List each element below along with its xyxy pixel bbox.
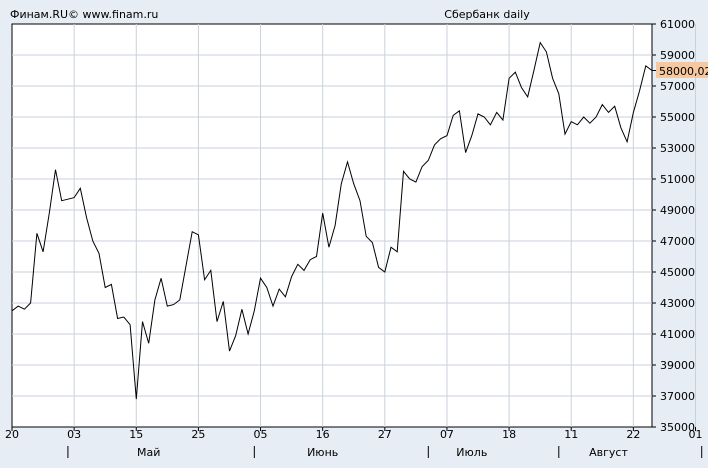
- last-price-label: 58000,02: [659, 65, 708, 78]
- y-tick-label: 39000: [660, 359, 695, 372]
- x-tick-label: 07: [440, 428, 454, 441]
- y-tick-label: 55000: [660, 111, 695, 124]
- y-tick-label: 49000: [660, 204, 695, 217]
- x-tick-label: 18: [502, 428, 516, 441]
- y-axis: 35000 37000 39000 41000 43000 45000 47000 49000…: [652, 18, 695, 434]
- gridlines: [12, 24, 696, 427]
- x-tick-label: 20: [5, 428, 19, 441]
- y-tick-label: 43000: [660, 297, 695, 310]
- month-label: Август: [589, 446, 628, 459]
- y-tick-label: 37000: [660, 390, 695, 403]
- last-price-tag-box: [656, 62, 708, 78]
- series-line: [11, 41, 653, 400]
- x-tick-label: 25: [191, 428, 205, 441]
- x-axis: 2003152505162707181122011222: [5, 427, 702, 441]
- month-label: Июнь: [307, 446, 338, 459]
- month-axis: МайИюньИюльАвгустСентябрь: [67, 446, 703, 459]
- x-tick-label: 05: [254, 428, 268, 441]
- y-tick-label: 35000: [660, 421, 695, 434]
- source-label: Финам.RU© www.finam.ru: [10, 8, 158, 21]
- y-tick-label: 59000: [660, 49, 695, 62]
- x-tick-label: 11: [564, 428, 578, 441]
- x-tick-label: 01: [688, 428, 702, 441]
- y-tick-label: 57000: [660, 80, 695, 93]
- y-tick-label: 53000: [660, 142, 695, 155]
- x-tick-label: 22: [626, 428, 640, 441]
- x-tick-label: 03: [67, 428, 81, 441]
- last-price-tag: 58000,02: [652, 62, 708, 78]
- month-label: Май: [137, 446, 160, 459]
- month-label: Июль: [456, 446, 487, 459]
- y-tick-label: 45000: [660, 266, 695, 279]
- x-tick-label: 15: [129, 428, 143, 441]
- y-tick-label: 51000: [660, 173, 695, 186]
- chart-title: Сбербанк daily: [444, 8, 530, 21]
- plot-area: [11, 23, 653, 428]
- y-tick-label: 41000: [660, 328, 695, 341]
- x-tick-label: 16: [316, 428, 330, 441]
- y-tick-label: 61000: [660, 18, 695, 31]
- x-tick-label: 27: [378, 428, 392, 441]
- y-tick-label: 47000: [660, 235, 695, 248]
